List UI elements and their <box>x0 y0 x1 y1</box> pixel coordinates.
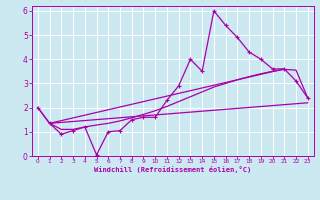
X-axis label: Windchill (Refroidissement éolien,°C): Windchill (Refroidissement éolien,°C) <box>94 166 252 173</box>
